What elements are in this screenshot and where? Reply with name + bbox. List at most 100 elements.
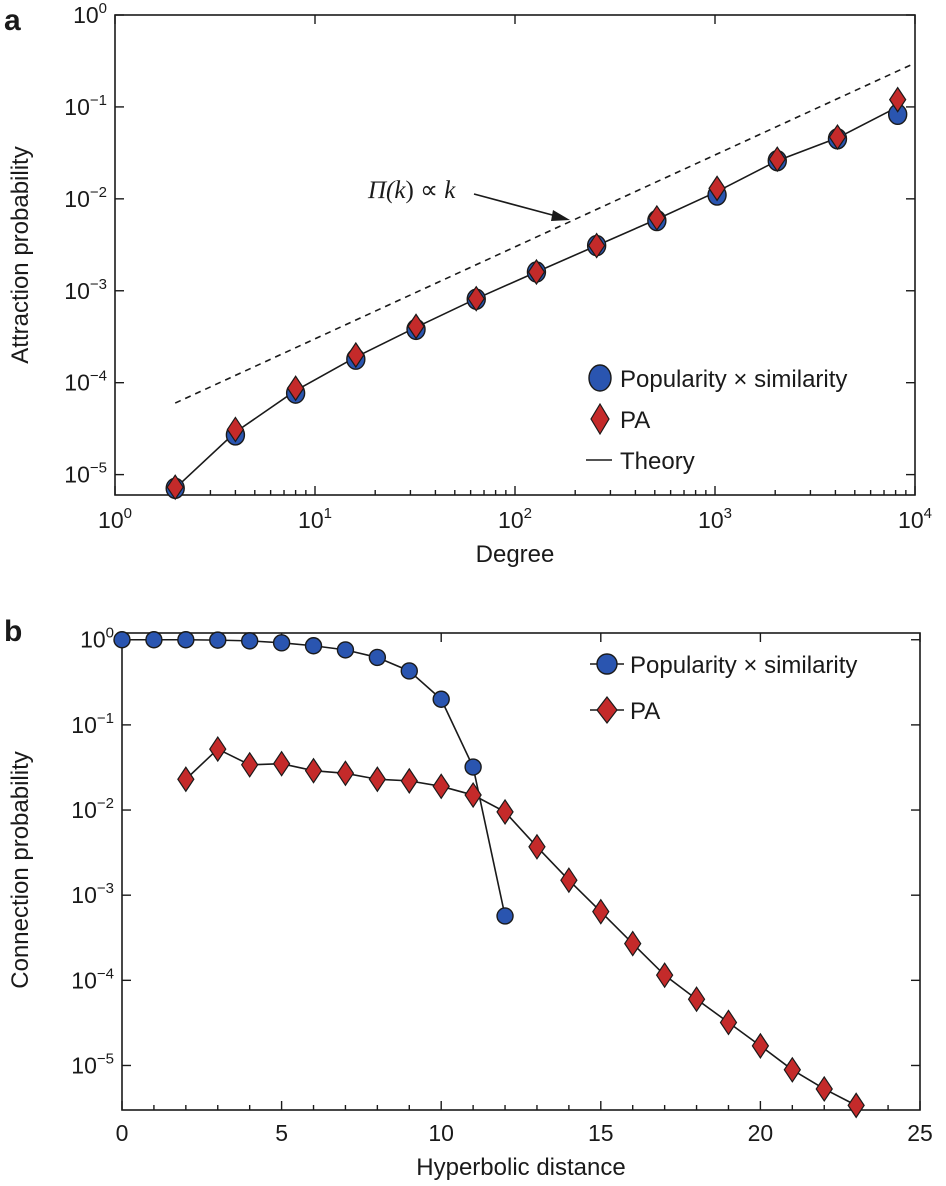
b-x-tick-label: 0 (116, 1120, 129, 1146)
pa-point (592, 898, 610, 925)
annotation-var: k (394, 177, 406, 204)
b-x-tick-label: 25 (907, 1120, 933, 1146)
ps-point (113, 631, 131, 649)
pa-point (304, 757, 323, 784)
pa-point (655, 962, 674, 989)
ps-point (400, 662, 418, 680)
ps-point (145, 631, 163, 649)
a-y-tick-label: 10−3 (64, 276, 107, 304)
legend-pa-label: PA (620, 407, 650, 434)
panel-b-y-axis-title: Connection probability (7, 751, 34, 988)
a-x-tick-label: 101 (298, 505, 332, 533)
ps-point (368, 648, 387, 667)
pa-point (336, 760, 355, 787)
b-x-tick-label: 5 (275, 1120, 288, 1146)
pa-point (496, 798, 514, 826)
annotation-prefix: Π( (367, 177, 396, 204)
pa-point (400, 767, 419, 794)
a-y-tick-label: 10−4 (64, 368, 107, 396)
a-y-tick-label: 10−1 (64, 92, 107, 120)
pa-point (708, 175, 726, 202)
pa-point (368, 766, 387, 793)
b-y-tick-label: 10−5 (71, 1050, 114, 1078)
pa-point (560, 867, 578, 894)
legend-ps-marker (588, 364, 612, 392)
panel-a-letter: a (4, 4, 21, 37)
ps-point (336, 641, 355, 659)
ps-point (177, 631, 195, 649)
b-y-tick-label: 10−3 (71, 880, 114, 908)
panel-a-y-ticks: 10−5 10−4 10−3 10−2 10−1 100 (64, 0, 915, 488)
pa-point (177, 766, 195, 793)
pa-point (888, 86, 907, 113)
panel-b-lines (122, 638, 857, 1107)
b-y-tick-label: 10−4 (71, 965, 114, 993)
a-y-tick-label: 10−5 (64, 460, 107, 488)
pa-point (432, 773, 450, 800)
pa-point (467, 285, 485, 312)
pa-series-line (185, 748, 857, 1107)
panel-b-y-ticks: 10−5 10−4 10−3 10−2 10−1 100 (71, 625, 920, 1078)
panel-a-y-axis-title: Attraction probability (7, 146, 34, 363)
pa-point (847, 1092, 865, 1119)
legend-b-ps-label: Popularity × similarity (630, 652, 857, 679)
pa-point (209, 735, 227, 763)
annotation-middle: ) ∝ (406, 177, 445, 204)
pa-point (751, 1032, 770, 1059)
panel-b-x-ticks: 0 5 10 15 20 25 (116, 633, 933, 1146)
pa-point (240, 751, 259, 778)
panel-b-legend: Popularity × similarity PA (590, 652, 857, 725)
panel-a-x-ticks: 100 101 102 103 104 (98, 15, 932, 533)
pa-point (166, 474, 184, 501)
b-y-tick-label: 10−1 (71, 710, 114, 738)
theory-line (174, 106, 899, 489)
legend-b-pa-label: PA (630, 698, 660, 725)
annotation-text: Π(k) ∝ k (367, 177, 456, 204)
a-x-tick-label: 100 (98, 505, 132, 533)
legend-b-ps-marker (596, 653, 618, 675)
pa-point (464, 781, 482, 809)
panel-b-letter: b (4, 615, 22, 648)
b-x-tick-label: 15 (588, 1120, 614, 1146)
pa-point (768, 146, 786, 173)
annotation-arrow-head (551, 210, 570, 221)
annotation-var2: k (444, 177, 456, 204)
pa-point (587, 232, 606, 259)
ps-point (304, 637, 323, 655)
pa-point (623, 930, 642, 957)
pa-point (407, 313, 425, 340)
legend-pa-marker (590, 402, 610, 436)
ps-point (496, 907, 514, 925)
pa-point (719, 1009, 738, 1036)
panel-a: a 100 101 102 103 104 10−510−410−310−210−110… (4, 0, 932, 568)
pa-point (528, 833, 546, 860)
pa-point (828, 123, 847, 151)
a-x-tick-label: 103 (698, 505, 732, 533)
legend-b-pa-marker (596, 696, 618, 724)
panel-a-annotation: Π(k) ∝ k (367, 177, 570, 221)
legend-theory-label: Theory (620, 448, 695, 475)
legend-ps-label: Popularity × similarity (620, 366, 847, 393)
panel-a-x-axis-title: Degree (476, 541, 555, 568)
a-y-tick-label: 100 (73, 0, 107, 28)
panel-b-markers (113, 631, 865, 1119)
pa-point (527, 258, 546, 286)
ps-point (209, 631, 227, 649)
pa-point (783, 1056, 802, 1083)
pa-point (648, 204, 666, 232)
ps-point (432, 690, 450, 708)
b-x-tick-label: 10 (428, 1120, 454, 1146)
panel-b-plot-frame (121, 632, 921, 1111)
a-x-tick-label: 102 (498, 505, 532, 533)
b-y-tick-label: 10−2 (71, 795, 114, 823)
panel-b-x-axis-title: Hyperbolic distance (416, 1154, 625, 1181)
pa-point (226, 416, 245, 443)
theory-proportional-dashed-line (174, 62, 916, 404)
pa-point (687, 986, 706, 1013)
b-y-tick-label: 100 (80, 625, 114, 653)
ps-point (464, 758, 482, 776)
a-y-tick-label: 10−2 (64, 184, 107, 212)
ps-point (240, 632, 259, 650)
pa-point (347, 341, 365, 369)
b-x-tick-label: 20 (748, 1120, 774, 1146)
